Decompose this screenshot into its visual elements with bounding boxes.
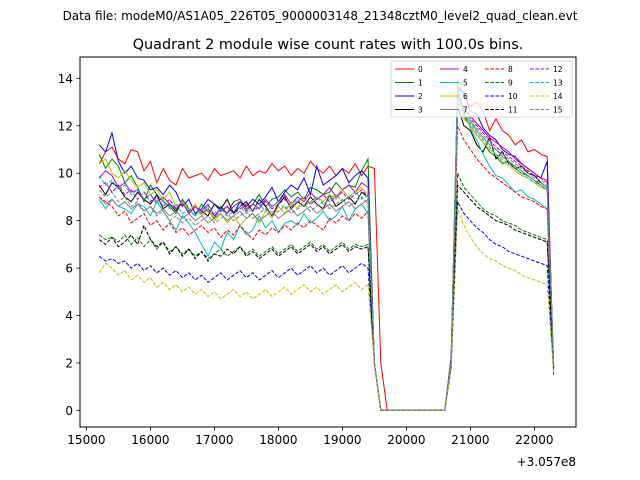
legend-label-3: 3 — [418, 106, 423, 115]
suptitle: Data file: modeM0/AS1A05_226T05_90000031… — [63, 9, 578, 23]
y-axis: 0 2 4 6 8 10 12 14 — [58, 72, 80, 418]
legend-label-7: 7 — [463, 106, 468, 115]
y-tick-label: 12 — [58, 119, 73, 133]
series-line-11 — [98, 183, 555, 411]
series-line-15 — [98, 94, 555, 411]
x-tick-label: 15000 — [67, 433, 105, 447]
x-tick-label: 19000 — [323, 433, 361, 447]
y-tick-label: 8 — [65, 214, 73, 228]
legend-label-8: 8 — [508, 65, 513, 74]
x-tick-label: 16000 — [131, 433, 169, 447]
legend-label-11: 11 — [508, 106, 518, 115]
series-line-6 — [98, 101, 555, 411]
x-axis: 15000 16000 17000 18000 19000 20000 21000 22000 — [67, 427, 553, 447]
legend-label-1: 1 — [418, 79, 423, 88]
y-tick-label: 6 — [65, 262, 73, 276]
legend-label-12: 12 — [553, 65, 563, 74]
legend-label-5: 5 — [463, 79, 468, 88]
x-tick-label: 18000 — [259, 433, 297, 447]
legend-label-6: 6 — [463, 92, 468, 101]
x-tick-label: 20000 — [387, 433, 425, 447]
legend-label-15: 15 — [553, 106, 563, 115]
y-tick-label: 10 — [58, 167, 73, 181]
y-tick-label: 2 — [65, 356, 73, 370]
y-tick-label: 4 — [65, 309, 73, 323]
series-line-7 — [98, 97, 555, 411]
y-tick-label: 14 — [58, 72, 73, 86]
legend-label-14: 14 — [553, 92, 563, 101]
y-tick-label: 0 — [65, 404, 73, 418]
legend-label-4: 4 — [463, 65, 468, 74]
legend-label-9: 9 — [508, 79, 513, 88]
x-tick-label: 22000 — [515, 433, 553, 447]
x-tick-label: 17000 — [195, 433, 233, 447]
x-tick-label: 21000 — [451, 433, 489, 447]
series-line-10 — [98, 199, 555, 411]
series-line-8 — [98, 125, 555, 411]
legend-label-0: 0 — [418, 65, 423, 74]
legend-box — [390, 60, 573, 118]
series-layer — [98, 78, 555, 411]
legend-label-2: 2 — [418, 92, 423, 101]
plot-area — [79, 56, 577, 428]
legend-label-10: 10 — [508, 92, 518, 101]
series-line-14 — [98, 208, 555, 411]
axes-frame — [79, 56, 577, 428]
series-line-12 — [98, 95, 555, 411]
series-line-13 — [98, 99, 555, 411]
series-line-5 — [98, 78, 555, 411]
x-offset-label: +3.057e8 — [517, 455, 576, 469]
legend-label-13: 13 — [553, 79, 563, 88]
chart-title: Quadrant 2 module wise count rates with … — [133, 37, 524, 53]
